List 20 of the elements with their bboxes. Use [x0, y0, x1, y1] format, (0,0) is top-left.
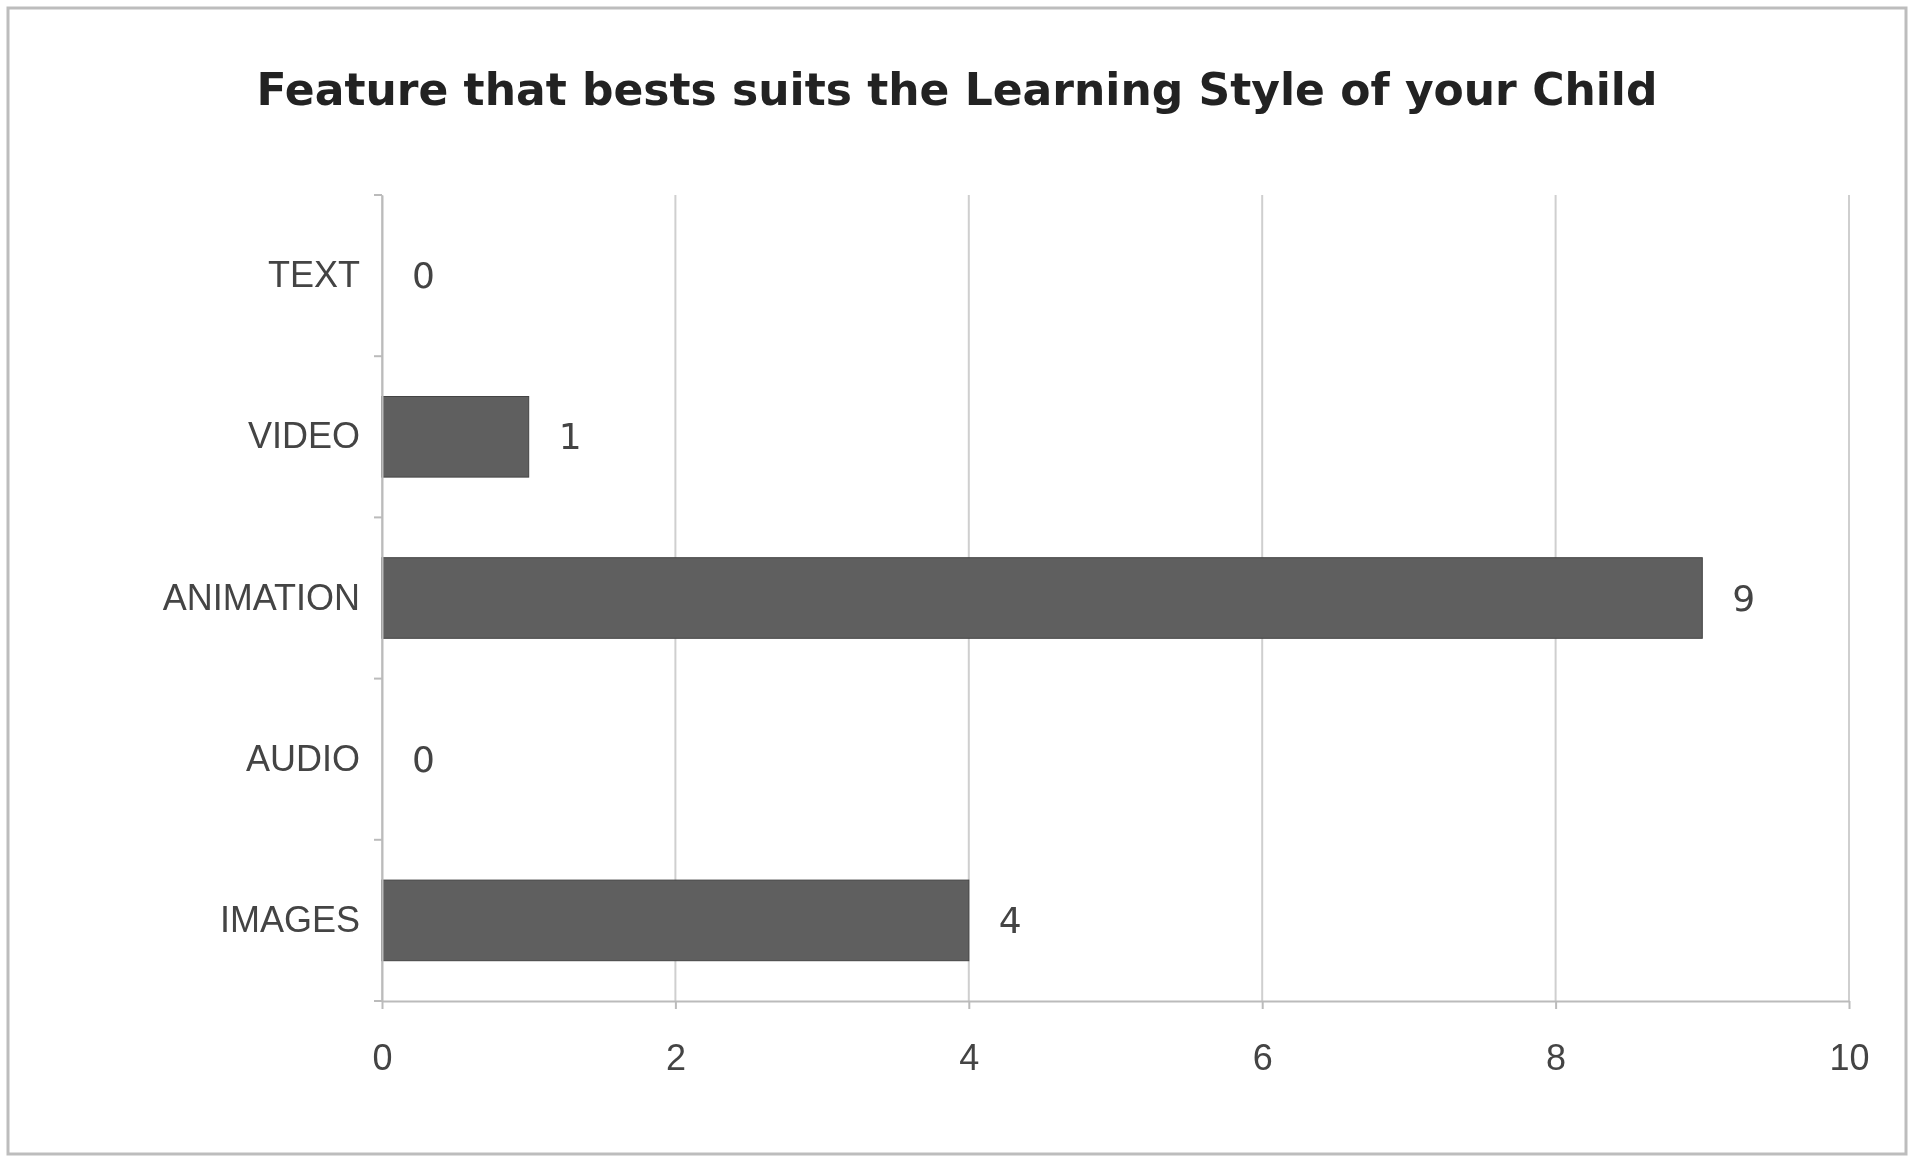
- data-label: 9: [1732, 577, 1756, 619]
- y-tick-label: AUDIO: [245, 737, 360, 779]
- data-label: 4: [998, 900, 1022, 941]
- x-tick-label: 2: [665, 1036, 686, 1078]
- x-tick-label: 10: [1829, 1036, 1870, 1078]
- data-label: 0: [412, 738, 435, 780]
- bar: [381, 557, 1703, 639]
- y-tick-label: ANIMATION: [162, 576, 360, 618]
- bar: [381, 879, 970, 962]
- x-tick-label: 6: [1252, 1036, 1273, 1078]
- y-tick-label: VIDEO: [247, 415, 360, 457]
- data-label: 1: [558, 416, 582, 458]
- y-tick-label: IMAGES: [219, 898, 360, 940]
- y-tick-label: TEXT: [267, 254, 360, 296]
- x-tick-label: 4: [959, 1036, 980, 1078]
- data-label: 0: [412, 255, 435, 297]
- x-tick-label: 0: [372, 1036, 393, 1078]
- chart-title: Feature that bests suits the Learning Style of your Child: [256, 64, 1658, 115]
- x-tick-label: 8: [1546, 1036, 1567, 1078]
- bar: [381, 396, 530, 478]
